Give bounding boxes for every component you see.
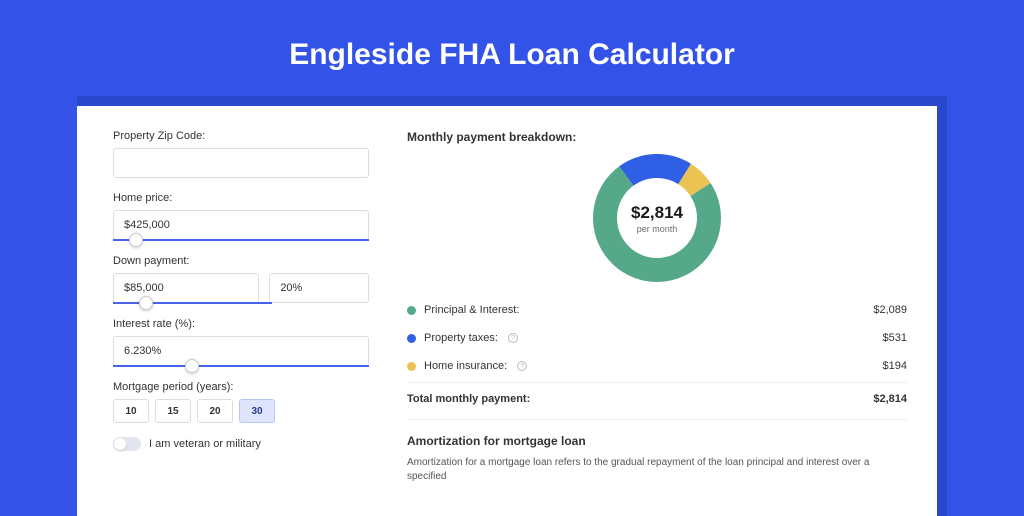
legend-label-taxes: Property taxes: (424, 332, 498, 344)
period-btn-30[interactable]: 30 (239, 399, 275, 423)
legend-value-principal: $2,089 (873, 304, 907, 316)
donut-amount: $2,814 (631, 203, 683, 223)
donut-center: $2,814 per month (593, 154, 721, 282)
page-title: Engleside FHA Loan Calculator (0, 0, 1024, 96)
dot-icon (407, 362, 416, 371)
form-column: Property Zip Code: Home price: Down paym… (77, 106, 387, 516)
veteran-label: I am veteran or military (149, 438, 261, 450)
zip-input[interactable] (113, 148, 369, 178)
zip-label: Property Zip Code: (113, 130, 369, 142)
veteran-toggle[interactable] (113, 437, 141, 451)
legend-label-insurance: Home insurance: (424, 360, 507, 372)
dot-icon (407, 306, 416, 315)
interest-rate-label: Interest rate (%): (113, 318, 369, 330)
mortgage-period-options: 10152030 (113, 399, 369, 423)
zip-field: Property Zip Code: (113, 130, 369, 178)
home-price-slider-handle[interactable] (129, 233, 143, 247)
amortization-title: Amortization for mortgage loan (407, 434, 907, 448)
info-icon[interactable]: ? (508, 333, 518, 343)
down-payment-label: Down payment: (113, 255, 369, 267)
breakdown-column: Monthly payment breakdown: $2,814 per mo… (387, 106, 937, 516)
home-price-field: Home price: (113, 192, 369, 241)
total-label: Total monthly payment: (407, 393, 530, 405)
down-payment-slider[interactable] (113, 302, 272, 304)
veteran-toggle-row: I am veteran or military (113, 437, 369, 451)
down-payment-slider-handle[interactable] (139, 296, 153, 310)
veteran-toggle-knob (114, 438, 126, 450)
total-value: $2,814 (873, 393, 907, 405)
legend-row-insurance: Home insurance: ? $194 (407, 352, 907, 380)
donut-chart-wrap: $2,814 per month (407, 154, 907, 282)
home-price-label: Home price: (113, 192, 369, 204)
legend-value-taxes: $531 (883, 332, 907, 344)
donut-sub: per month (637, 224, 678, 234)
period-btn-10[interactable]: 10 (113, 399, 149, 423)
interest-rate-slider-handle[interactable] (185, 359, 199, 373)
breakdown-title: Monthly payment breakdown: (407, 130, 907, 144)
calculator-card: Property Zip Code: Home price: Down paym… (77, 106, 937, 516)
legend-row-taxes: Property taxes: ? $531 (407, 324, 907, 352)
amortization-text: Amortization for a mortgage loan refers … (407, 456, 907, 484)
card-shadow: Property Zip Code: Home price: Down paym… (77, 96, 947, 516)
period-btn-20[interactable]: 20 (197, 399, 233, 423)
home-price-slider[interactable] (113, 239, 369, 241)
down-payment-percent-input[interactable] (269, 273, 369, 303)
donut-chart: $2,814 per month (593, 154, 721, 282)
mortgage-period-field: Mortgage period (years): 10152030 (113, 381, 369, 423)
down-payment-amount-input[interactable] (113, 273, 259, 303)
mortgage-period-label: Mortgage period (years): (113, 381, 369, 393)
info-icon[interactable]: ? (517, 361, 527, 371)
total-row: Total monthly payment: $2,814 (407, 382, 907, 419)
down-payment-field: Down payment: (113, 255, 369, 304)
interest-rate-field: Interest rate (%): (113, 318, 369, 367)
interest-rate-input[interactable] (113, 336, 369, 366)
period-btn-15[interactable]: 15 (155, 399, 191, 423)
home-price-input[interactable] (113, 210, 369, 240)
interest-rate-slider[interactable] (113, 365, 369, 367)
dot-icon (407, 334, 416, 343)
legend-value-insurance: $194 (883, 360, 907, 372)
legend-label-principal: Principal & Interest: (424, 304, 519, 316)
amortization-block: Amortization for mortgage loan Amortizat… (407, 419, 907, 484)
legend-row-principal: Principal & Interest: $2,089 (407, 296, 907, 324)
